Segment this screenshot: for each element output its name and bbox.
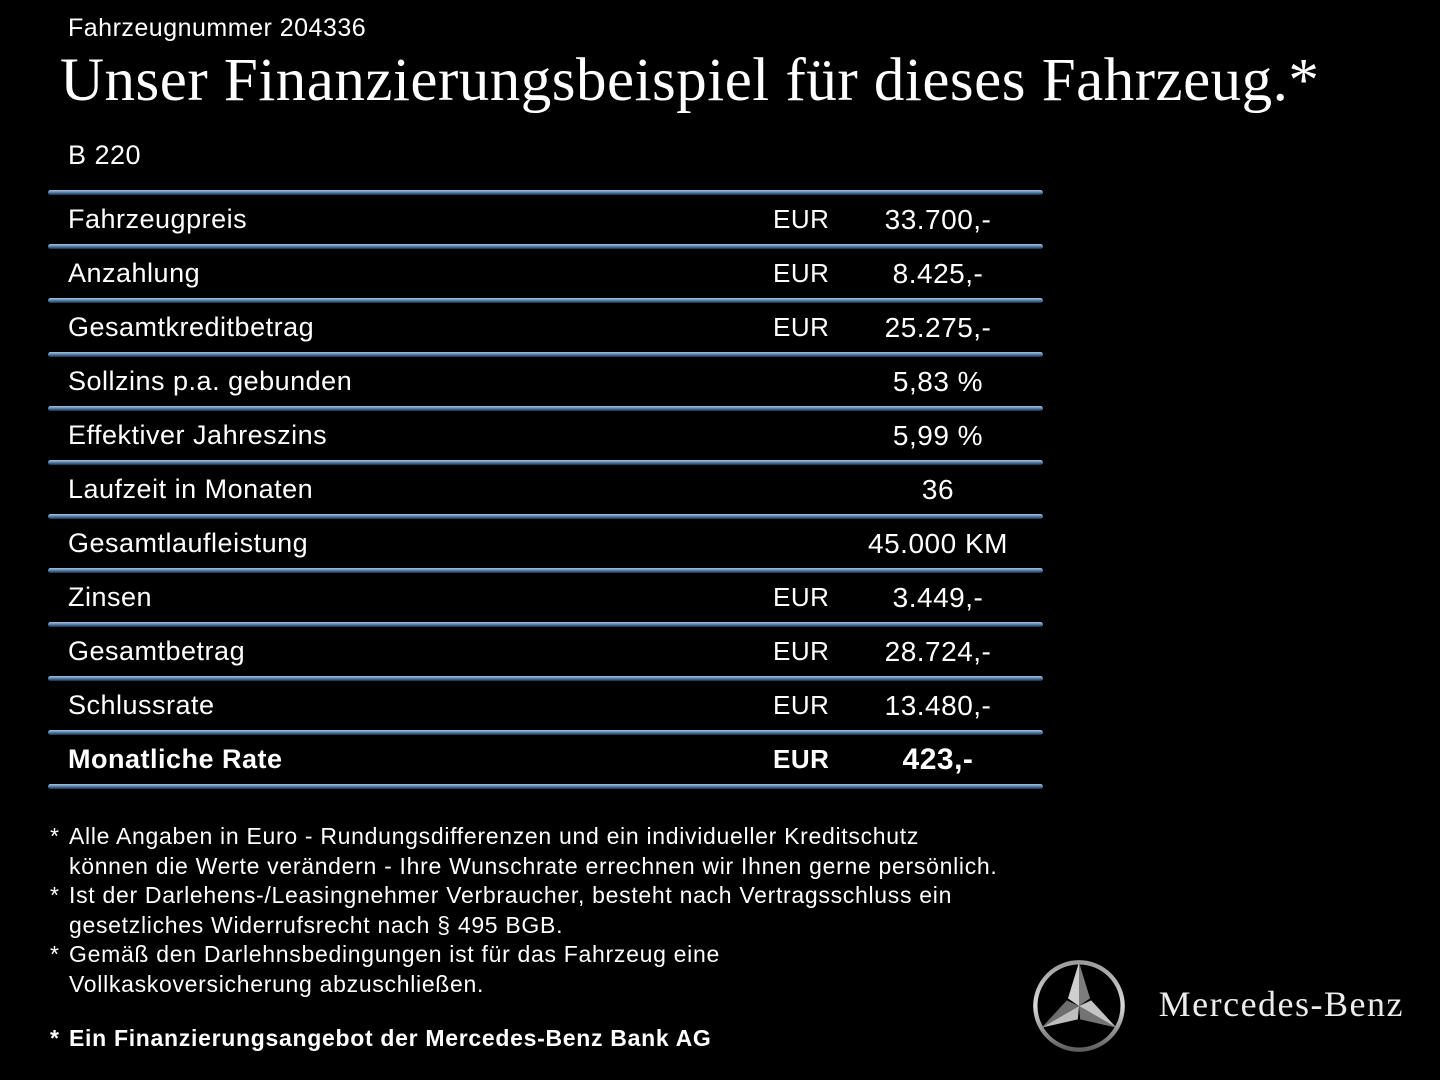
footnote-marker: * xyxy=(50,882,60,908)
row-value: 13.480,- xyxy=(884,689,992,721)
row-value: 45.000 KM xyxy=(868,527,1008,559)
footnote-text: Ist der Darlehens-/Leasingnehmer Verbrau… xyxy=(69,882,953,938)
row-label: Gesamtbetrag xyxy=(68,636,246,666)
footnote: * Ist der Darlehens-/Leasingnehmer Verbr… xyxy=(50,881,1065,940)
row-label: Effektiver Jahreszins xyxy=(68,420,328,450)
table-row: Laufzeit in Monaten 36 xyxy=(48,465,1043,514)
table-top-divider xyxy=(48,190,1043,195)
row-divider xyxy=(48,460,1043,465)
table-row: Gesamtkreditbetrag EUR 25.275,- xyxy=(48,303,1043,352)
row-currency: EUR xyxy=(773,582,830,612)
row-value: 423,- xyxy=(902,742,974,776)
footnote-marker: * xyxy=(50,941,60,967)
row-currency: EUR xyxy=(773,204,830,234)
footnotes: * Alle Angaben in Euro - Rundungsdiffere… xyxy=(50,822,1065,1054)
row-label: Monatliche Rate xyxy=(68,744,283,774)
row-divider xyxy=(48,244,1043,249)
row-value: 8.425,- xyxy=(892,257,984,289)
page-title: Unser Finanzierungsbeispiel für dieses F… xyxy=(60,47,1320,114)
table-row: Gesamtlaufleistung 45.000 KM xyxy=(48,519,1043,568)
row-label: Zinsen xyxy=(68,582,153,612)
footnote-marker: * xyxy=(50,823,60,849)
row-currency: EUR xyxy=(773,636,830,666)
row-divider xyxy=(48,568,1043,573)
row-value: 3.449,- xyxy=(892,581,984,613)
row-value: 33.700,- xyxy=(884,203,992,235)
row-divider xyxy=(48,676,1043,681)
row-label: Schlussrate xyxy=(68,690,215,720)
row-value: 5,99 % xyxy=(892,419,984,451)
row-label: Anzahlung xyxy=(68,258,201,288)
row-value: 25.275,- xyxy=(884,311,992,343)
row-divider xyxy=(48,514,1043,519)
footnote-text: Ein Finanzierungsangebot der Mercedes-Be… xyxy=(69,1025,712,1051)
row-divider xyxy=(48,622,1043,627)
row-divider xyxy=(48,784,1043,789)
table-row: Sollzins p.a. gebunden 5,83 % xyxy=(48,357,1043,406)
table-row: Effektiver Jahreszins 5,99 % xyxy=(48,411,1043,460)
vehicle-model: B 220 xyxy=(68,140,142,170)
row-currency: EUR xyxy=(773,258,830,288)
row-value: 28.724,- xyxy=(884,635,992,667)
row-label: Sollzins p.a. gebunden xyxy=(68,366,353,396)
brand-footer: Mercedes-Benz xyxy=(1031,958,1404,1054)
footnote: * Alle Angaben in Euro - Rundungsdiffere… xyxy=(50,822,1065,881)
row-value: 36 xyxy=(921,473,955,505)
row-value: 5,83 % xyxy=(892,365,984,397)
table-row: Zinsen EUR 3.449,- xyxy=(48,573,1043,622)
footnote: * Ein Finanzierungsangebot der Mercedes-… xyxy=(50,1024,1065,1054)
row-label: Fahrzeugpreis xyxy=(68,204,248,234)
row-divider xyxy=(48,730,1043,735)
row-divider xyxy=(48,352,1043,357)
vehicle-number: Fahrzeugnummer 204336 xyxy=(68,14,367,42)
table-row: Schlussrate EUR 13.480,- xyxy=(48,681,1043,730)
mercedes-star-logo xyxy=(1032,960,1125,1052)
row-divider xyxy=(48,406,1043,411)
table-row: Gesamtbetrag EUR 28.724,- xyxy=(48,627,1043,676)
row-currency: EUR xyxy=(773,312,830,342)
table-row: Anzahlung EUR 8.425,- xyxy=(48,249,1043,298)
table-row: Monatliche Rate EUR 423,- xyxy=(48,735,1043,784)
row-label: Gesamtlaufleistung xyxy=(68,528,309,558)
row-currency: EUR xyxy=(773,744,830,774)
row-divider xyxy=(48,298,1043,303)
footnote-text: Gemäß den Darlehnsbedingungen ist für da… xyxy=(69,941,720,997)
row-label: Laufzeit in Monaten xyxy=(68,474,314,504)
footnote: * Gemäß den Darlehnsbedingungen ist für … xyxy=(50,940,1065,999)
brand-wordmark: Mercedes-Benz xyxy=(1158,984,1404,1024)
footnote-marker: * xyxy=(50,1025,60,1051)
footnote-text: Alle Angaben in Euro - Rundungsdifferenz… xyxy=(69,823,998,879)
finance-table: Fahrzeugpreis EUR 33.700,- Anzahlung EUR… xyxy=(48,190,1043,789)
row-currency: EUR xyxy=(773,690,830,720)
row-label: Gesamtkreditbetrag xyxy=(68,312,315,342)
table-row: Fahrzeugpreis EUR 33.700,- xyxy=(48,195,1043,244)
